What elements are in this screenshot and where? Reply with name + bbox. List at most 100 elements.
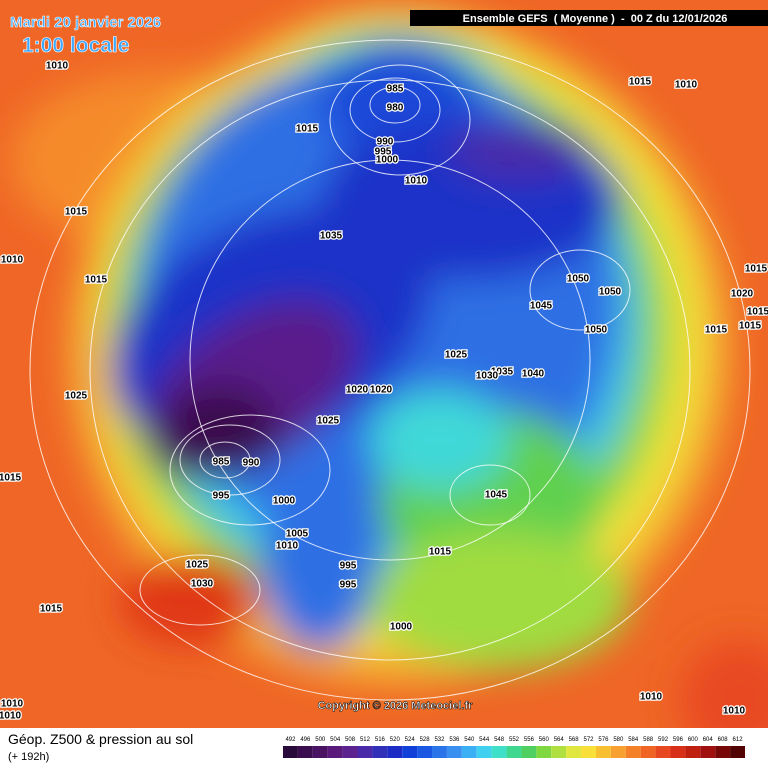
isobar-label: 1035 (320, 231, 343, 242)
scale-label: 600 (688, 737, 699, 743)
isobar-label: 1015 (65, 207, 88, 218)
scale-label: 504 (330, 737, 341, 743)
run-info: Ensemble GEFS ( Moyenne ) - 00 Z du 12/0… (463, 13, 728, 25)
isobar-label: 1050 (585, 325, 608, 336)
isobar-label: 1020 (370, 385, 393, 396)
geopotential-field (10, 10, 768, 760)
isobar-label: 1040 (522, 369, 545, 380)
scale-swatch (625, 746, 641, 758)
scale-label: 508 (345, 737, 356, 743)
isobar-label: 1015 (629, 77, 652, 88)
scale-label: 536 (449, 737, 460, 743)
isobars (29, 39, 751, 701)
footer-lead: (+ 192h) (8, 751, 49, 763)
isobar-label: 1015 (0, 473, 22, 484)
scale-label: 568 (569, 737, 580, 743)
scale-label: 512 (360, 737, 371, 743)
scale-label: 540 (464, 737, 475, 743)
scale-swatch (536, 746, 552, 758)
isobar-label: 985 (213, 457, 230, 468)
scale-swatch (342, 746, 358, 758)
isobar-label: 995 (375, 147, 392, 158)
scale-swatch (730, 746, 745, 758)
isobar-label: 985 (387, 84, 404, 95)
scale-label: 544 (479, 737, 490, 743)
isobar-label: 1010 (46, 61, 69, 72)
isobar-label: 1015 (705, 325, 728, 336)
scale-swatch (432, 746, 447, 758)
scale-swatch (417, 746, 433, 758)
isobar-label: 1010 (640, 692, 663, 703)
scale-label: 564 (554, 737, 565, 743)
isobar-label: 1010 (675, 80, 698, 91)
isobar-label: 1015 (429, 547, 452, 558)
scale-swatch (461, 746, 477, 758)
isobar-label: 1010 (276, 541, 299, 552)
scale-swatch (640, 746, 656, 758)
scale-label: 596 (673, 737, 684, 743)
scale-swatch (446, 746, 462, 758)
scale-swatch (521, 746, 537, 758)
scale-label: 592 (658, 737, 669, 743)
date: Mardi 20 janvier 2026 (10, 14, 161, 31)
isobar-label: 1020 (346, 385, 369, 396)
isobar-label: 1010 (1, 699, 24, 710)
isobar-label: 1025 (445, 350, 468, 361)
isobar-label: 1045 (485, 490, 508, 501)
isobar-label: 995 (340, 561, 357, 572)
scale-label: 588 (643, 737, 654, 743)
scale-swatch (387, 746, 403, 758)
isobar-label: 1010 (405, 176, 428, 187)
scale-label: 604 (703, 737, 714, 743)
scale-swatch (372, 746, 388, 758)
scale-label: 580 (613, 737, 624, 743)
scale-swatch (551, 746, 567, 758)
isobar-label: 990 (377, 137, 394, 148)
color-scale: 492 496 500 504 508 512 516 520 524 528 532 536 540 5… (283, 737, 745, 758)
scale-label: 576 (598, 737, 609, 743)
scale-swatch (670, 746, 686, 758)
footer-title: Géop. Z500 & pression au sol (8, 731, 193, 747)
isobar-label: 1030 (476, 371, 499, 382)
scale-swatch (655, 746, 671, 758)
local-time: 1:00 locale (22, 34, 129, 57)
scale-label: 560 (539, 737, 550, 743)
run-box (410, 10, 768, 26)
scale-swatch (402, 746, 418, 758)
isobar-label: 1015 (40, 604, 63, 615)
isobar-label: 1050 (567, 274, 590, 285)
isobar-label: 1015 (747, 307, 768, 318)
isobar-label: 1010 (1, 255, 24, 266)
isobar-label: 1000 (390, 622, 413, 633)
scale-label: 516 (375, 737, 386, 743)
scale-label: 572 (584, 737, 595, 743)
isobar-label: 1015 (296, 124, 319, 135)
scale-label: 528 (420, 737, 431, 743)
isobar-label: 1010 (723, 706, 746, 717)
scale-label: 608 (718, 737, 729, 743)
scale-swatch (595, 746, 611, 758)
isobar-label: 1010 (0, 711, 22, 722)
isobar-label: 1000 (273, 496, 296, 507)
isobar-label: 1000 (376, 155, 399, 166)
scale-label: 524 (405, 737, 416, 743)
scale-label: 556 (524, 737, 535, 743)
scale-swatch (283, 746, 298, 758)
isobar-label: 1015 (85, 275, 108, 286)
scale-label: 552 (509, 737, 520, 743)
isobar-label: 980 (387, 103, 404, 114)
scale-label: 584 (628, 737, 639, 743)
scale-label: 612 (733, 737, 744, 743)
isobar-label: 1045 (530, 301, 553, 312)
scale-swatch (610, 746, 626, 758)
scale-swatch (297, 746, 313, 758)
scale-swatch (312, 746, 328, 758)
scale-swatch (685, 746, 701, 758)
scale-swatch (715, 746, 731, 758)
scale-label: 548 (494, 737, 505, 743)
scale-swatch (491, 746, 507, 758)
isobar-label: 1005 (286, 529, 309, 540)
scale-label: 492 (285, 737, 296, 743)
isobar-label: 1025 (317, 416, 340, 427)
